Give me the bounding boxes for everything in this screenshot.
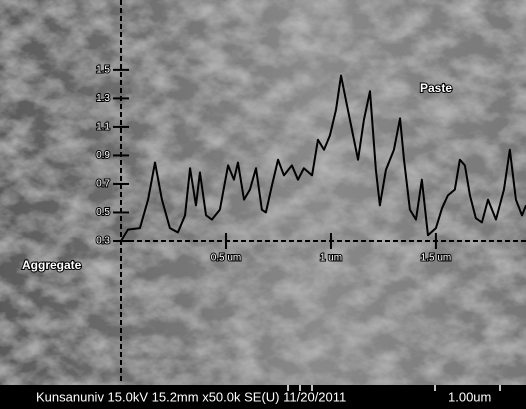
chart: Paste Aggregate Kunsanuniv 15.0kV 15.2mm…	[0, 0, 526, 409]
x-tick-label: 1 um	[320, 253, 342, 264]
y-tick-label: 1.5	[96, 65, 110, 76]
x-tick-label: 1.5 um	[421, 253, 452, 264]
info-text: Kunsanuniv 15.0kV 15.2mm x50.0k SE(U) 11…	[36, 389, 346, 404]
annotation: Paste	[420, 81, 452, 95]
sem-image	[0, 0, 526, 385]
page: Paste Aggregate Kunsanuniv 15.0kV 15.2mm…	[0, 0, 526, 409]
y-tick-label: 1.1	[96, 122, 110, 133]
x-tick-label: 0.5 um	[211, 253, 242, 264]
y-tick-label: 0.5	[96, 207, 110, 218]
y-tick-label: 0.3	[96, 236, 110, 247]
annotation: Aggregate	[22, 258, 82, 272]
y-tick-label: 1.3	[96, 93, 110, 104]
y-tick-label: 0.7	[96, 179, 110, 190]
scale-bar-label: 1.00um	[448, 389, 491, 404]
y-tick-label: 0.9	[96, 150, 110, 161]
